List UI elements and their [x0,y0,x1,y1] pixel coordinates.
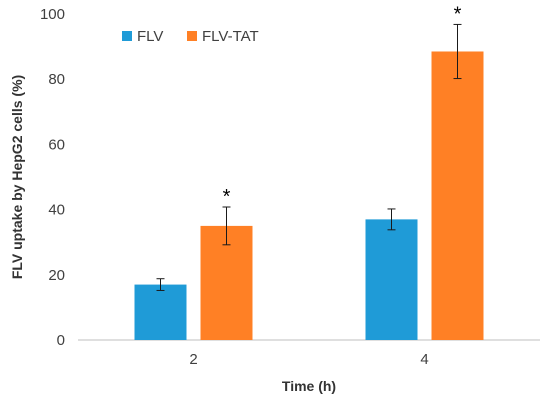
y-axis-title: FLV uptake by HepG2 cells (%) [9,75,25,279]
legend-label: FLV-TAT [202,28,259,45]
error-bar [387,208,396,231]
bar-flv-tat-4h [431,51,484,341]
legend-swatch [187,31,197,41]
y-tick-label: 100 [40,6,65,23]
error-bar [453,23,462,80]
y-tick-label: 20 [48,267,65,284]
bars: ** [134,3,484,341]
legend-label: FLV [137,28,163,45]
bar-flv-2h [134,284,187,340]
y-axis-ticks: 0 20 40 60 80 100 [40,6,65,349]
x-axis-title: Time (h) [282,378,336,394]
x-tick-label: 4 [420,351,428,368]
bar-flv-4h [365,219,418,340]
significance-marker: * [223,186,231,208]
y-tick-label: 0 [57,332,65,349]
y-tick-label: 80 [48,71,65,88]
error-bar [222,206,231,246]
error-bar [156,278,165,291]
x-tick-label: 2 [189,351,197,368]
y-tick-label: 60 [48,136,65,153]
y-tick-label: 40 [48,202,65,219]
significance-marker: * [454,3,462,25]
legend: FLV FLV-TAT [122,28,259,45]
legend-swatch [122,31,132,41]
